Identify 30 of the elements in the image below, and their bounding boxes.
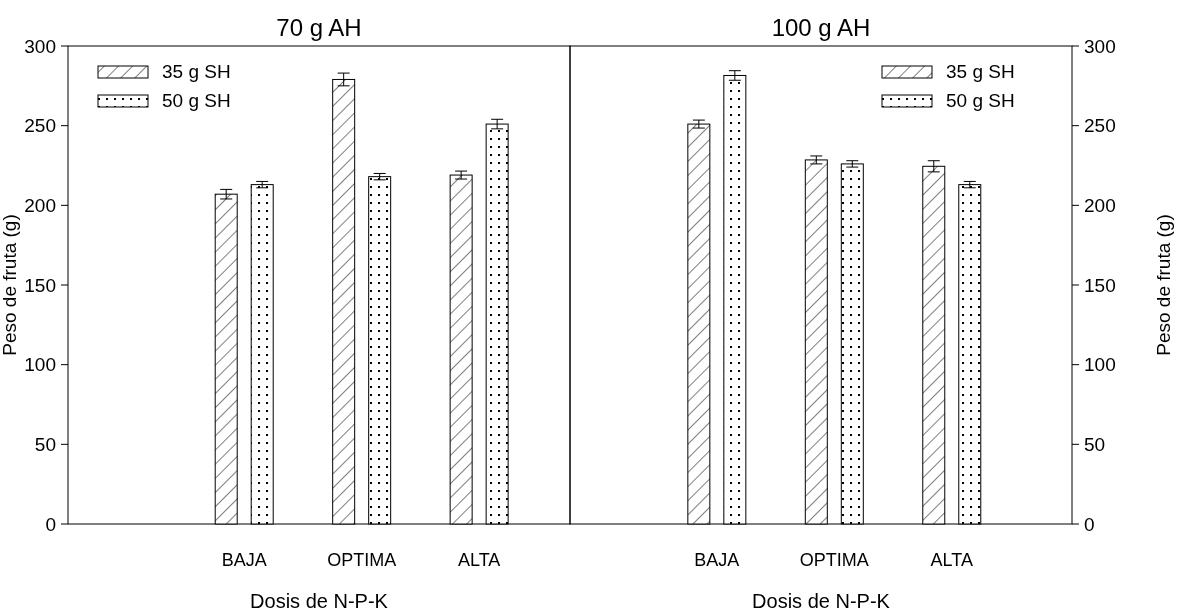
- legend-label: 35 g SH: [946, 61, 1015, 82]
- y-tick-label: 200: [24, 194, 56, 216]
- chart-title: 70 g AH: [276, 14, 362, 41]
- y-axis-title: Peso de fruta (g): [0, 214, 20, 356]
- x-axis-title: Dosis de N-P-K: [752, 590, 891, 612]
- x-tick-label: ALTA: [457, 550, 501, 570]
- legend-label: 50 g SH: [946, 90, 1015, 111]
- x-tick-label: OPTIMA: [799, 550, 869, 570]
- x-tick-label: OPTIMA: [327, 550, 397, 570]
- y-tick-label: 50: [34, 433, 56, 455]
- y2-tick-label: 200: [1084, 194, 1116, 216]
- y2-tick-label: 150: [1084, 274, 1116, 296]
- y-tick-label: 0: [45, 513, 56, 535]
- x-tick-label: BAJA: [221, 550, 267, 570]
- y-tick-label: 100: [24, 354, 56, 376]
- legend-label: 35 g SH: [162, 61, 231, 82]
- legend-label: 50 g SH: [162, 90, 231, 111]
- y2-axis-title: Peso de fruta (g): [1153, 214, 1174, 356]
- y2-tick-label: 0: [1084, 513, 1095, 535]
- y-tick-label: 250: [24, 115, 56, 137]
- y2-tick-label: 100: [1084, 354, 1116, 376]
- x-tick-label: ALTA: [930, 550, 973, 570]
- x-tick-label: BAJA: [694, 550, 740, 570]
- x-axis-title: Dosis de N-P-K: [250, 590, 389, 612]
- y-tick-label: 150: [24, 274, 56, 296]
- chart-title: 100 g AH: [771, 14, 871, 41]
- y2-tick-label: 300: [1084, 35, 1116, 57]
- y2-tick-label: 50: [1084, 433, 1106, 455]
- y-tick-label: 300: [24, 35, 56, 57]
- y2-tick-label: 250: [1084, 115, 1116, 137]
